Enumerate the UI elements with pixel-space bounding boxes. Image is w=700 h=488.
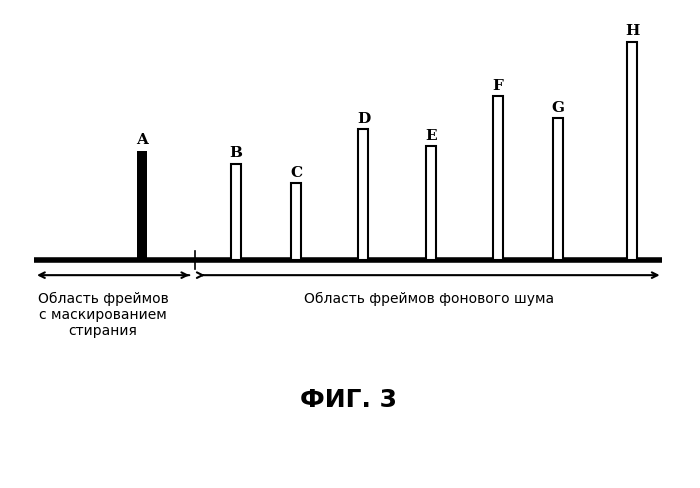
Text: H: H [625, 24, 639, 38]
Text: Область фреймов
с маскированием
стирания: Область фреймов с маскированием стирания [38, 291, 168, 337]
Bar [291, 184, 301, 260]
Text: C: C [290, 166, 302, 180]
Text: B: B [230, 146, 242, 160]
Text: E: E [425, 129, 437, 142]
Text: Область фреймов фонового шума: Область фреймов фонового шума [304, 291, 554, 305]
Text: F: F [492, 79, 503, 93]
Text: A: A [136, 133, 148, 147]
Text: ФИГ. 3: ФИГ. 3 [300, 386, 397, 411]
Bar [426, 147, 435, 260]
Text: G: G [552, 101, 565, 114]
Bar [358, 130, 368, 260]
Bar [553, 119, 564, 260]
Bar [627, 42, 637, 260]
Bar [231, 164, 241, 260]
Bar [493, 97, 503, 260]
Text: D: D [357, 111, 370, 125]
Bar [136, 151, 147, 260]
